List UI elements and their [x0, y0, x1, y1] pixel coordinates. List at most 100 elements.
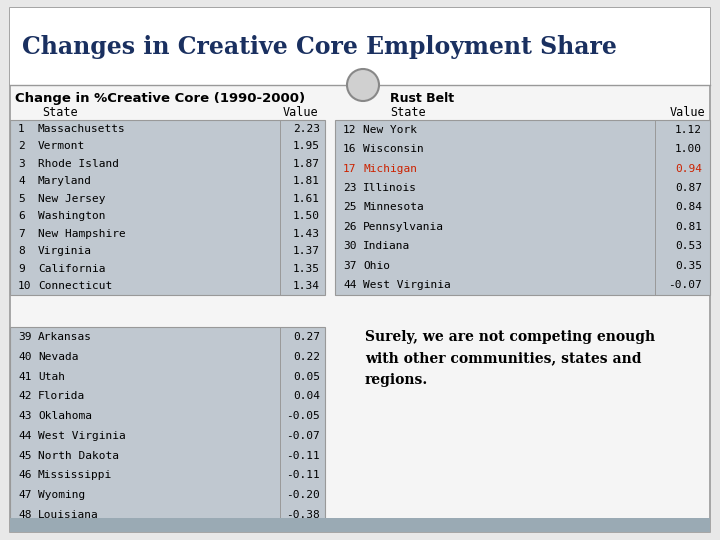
Text: -0.07: -0.07 — [287, 431, 320, 441]
Text: 8: 8 — [18, 246, 24, 256]
Text: Mississippi: Mississippi — [38, 470, 112, 481]
Text: Rhode Island: Rhode Island — [38, 159, 119, 168]
Text: 0.22: 0.22 — [293, 352, 320, 362]
Text: Florida: Florida — [38, 392, 85, 401]
Text: 1.35: 1.35 — [293, 264, 320, 274]
Text: Indiana: Indiana — [363, 241, 410, 252]
Text: 0.84: 0.84 — [675, 202, 702, 213]
Text: 0.81: 0.81 — [675, 222, 702, 232]
Text: 2: 2 — [18, 141, 24, 151]
Text: 0.35: 0.35 — [675, 261, 702, 271]
Text: 1: 1 — [18, 124, 24, 134]
Text: Oklahoma: Oklahoma — [38, 411, 92, 421]
Text: -0.11: -0.11 — [287, 470, 320, 481]
Text: Pennsylvania: Pennsylvania — [363, 222, 444, 232]
Text: 12: 12 — [343, 125, 356, 134]
Text: 45: 45 — [18, 451, 32, 461]
Text: 1.50: 1.50 — [293, 211, 320, 221]
Text: -0.05: -0.05 — [287, 411, 320, 421]
Text: 2.23: 2.23 — [293, 124, 320, 134]
Text: 25: 25 — [343, 202, 356, 213]
Text: Utah: Utah — [38, 372, 65, 381]
Text: 9: 9 — [18, 264, 24, 274]
Text: -0.07: -0.07 — [668, 280, 702, 291]
Text: 1.34: 1.34 — [293, 281, 320, 291]
Text: 39: 39 — [18, 332, 32, 342]
Text: 0.05: 0.05 — [293, 372, 320, 381]
Text: Louisiana: Louisiana — [38, 510, 99, 520]
Text: 0.53: 0.53 — [675, 241, 702, 252]
Text: -0.11: -0.11 — [287, 451, 320, 461]
Text: 1.81: 1.81 — [293, 176, 320, 186]
FancyBboxPatch shape — [10, 8, 710, 85]
Text: 0.87: 0.87 — [675, 183, 702, 193]
Text: Maryland: Maryland — [38, 176, 92, 186]
Text: 47: 47 — [18, 490, 32, 500]
Circle shape — [347, 69, 379, 101]
Text: Rust Belt: Rust Belt — [390, 92, 454, 105]
Text: 42: 42 — [18, 392, 32, 401]
FancyBboxPatch shape — [10, 518, 710, 532]
Text: Virginia: Virginia — [38, 246, 92, 256]
Text: Illinois: Illinois — [363, 183, 417, 193]
Text: 30: 30 — [343, 241, 356, 252]
Text: 7: 7 — [18, 229, 24, 239]
Text: Connecticut: Connecticut — [38, 281, 112, 291]
Text: 43: 43 — [18, 411, 32, 421]
Text: 1.61: 1.61 — [293, 194, 320, 204]
Text: Minnesota: Minnesota — [363, 202, 424, 213]
Text: 44: 44 — [343, 280, 356, 291]
FancyBboxPatch shape — [10, 8, 710, 532]
Text: Wyoming: Wyoming — [38, 490, 85, 500]
Text: -0.38: -0.38 — [287, 510, 320, 520]
Text: Washington: Washington — [38, 211, 106, 221]
Text: 1.87: 1.87 — [293, 159, 320, 168]
Text: 26: 26 — [343, 222, 356, 232]
Text: 40: 40 — [18, 352, 32, 362]
Text: Ohio: Ohio — [363, 261, 390, 271]
Text: Value: Value — [282, 106, 318, 119]
Text: 10: 10 — [18, 281, 32, 291]
Text: 5: 5 — [18, 194, 24, 204]
Text: State: State — [42, 106, 78, 119]
Text: Surely, we are not competing enough
with other communities, states and
regions.: Surely, we are not competing enough with… — [365, 330, 655, 387]
Text: 4: 4 — [18, 176, 24, 186]
Text: 0.04: 0.04 — [293, 392, 320, 401]
Text: Arkansas: Arkansas — [38, 332, 92, 342]
Text: 23: 23 — [343, 183, 356, 193]
Text: Massachusetts: Massachusetts — [38, 124, 126, 134]
Text: Change in %Creative Core (1990-2000): Change in %Creative Core (1990-2000) — [15, 92, 305, 105]
Text: 0.94: 0.94 — [675, 164, 702, 174]
Text: 3: 3 — [18, 159, 24, 168]
Text: New York: New York — [363, 125, 417, 134]
Text: 46: 46 — [18, 470, 32, 481]
Text: North Dakota: North Dakota — [38, 451, 119, 461]
Text: New Jersey: New Jersey — [38, 194, 106, 204]
Text: Changes in Creative Core Employment Share: Changes in Creative Core Employment Shar… — [22, 35, 617, 59]
Text: 0.27: 0.27 — [293, 332, 320, 342]
Text: New Hampshire: New Hampshire — [38, 229, 126, 239]
Text: California: California — [38, 264, 106, 274]
Text: Vermont: Vermont — [38, 141, 85, 151]
FancyBboxPatch shape — [335, 120, 710, 295]
Text: Value: Value — [670, 106, 705, 119]
Text: Nevada: Nevada — [38, 352, 78, 362]
Text: West Virginia: West Virginia — [363, 280, 451, 291]
Text: 41: 41 — [18, 372, 32, 381]
Text: 6: 6 — [18, 211, 24, 221]
Text: 1.00: 1.00 — [675, 144, 702, 154]
Text: 17: 17 — [343, 164, 356, 174]
Text: 37: 37 — [343, 261, 356, 271]
Text: 1.37: 1.37 — [293, 246, 320, 256]
Text: 16: 16 — [343, 144, 356, 154]
Text: 1.95: 1.95 — [293, 141, 320, 151]
FancyBboxPatch shape — [10, 120, 325, 295]
Text: -0.20: -0.20 — [287, 490, 320, 500]
FancyBboxPatch shape — [10, 327, 325, 525]
Text: 1.12: 1.12 — [675, 125, 702, 134]
Text: 1.43: 1.43 — [293, 229, 320, 239]
Text: State: State — [390, 106, 426, 119]
Text: 48: 48 — [18, 510, 32, 520]
Text: Wisconsin: Wisconsin — [363, 144, 424, 154]
Text: Michigan: Michigan — [363, 164, 417, 174]
